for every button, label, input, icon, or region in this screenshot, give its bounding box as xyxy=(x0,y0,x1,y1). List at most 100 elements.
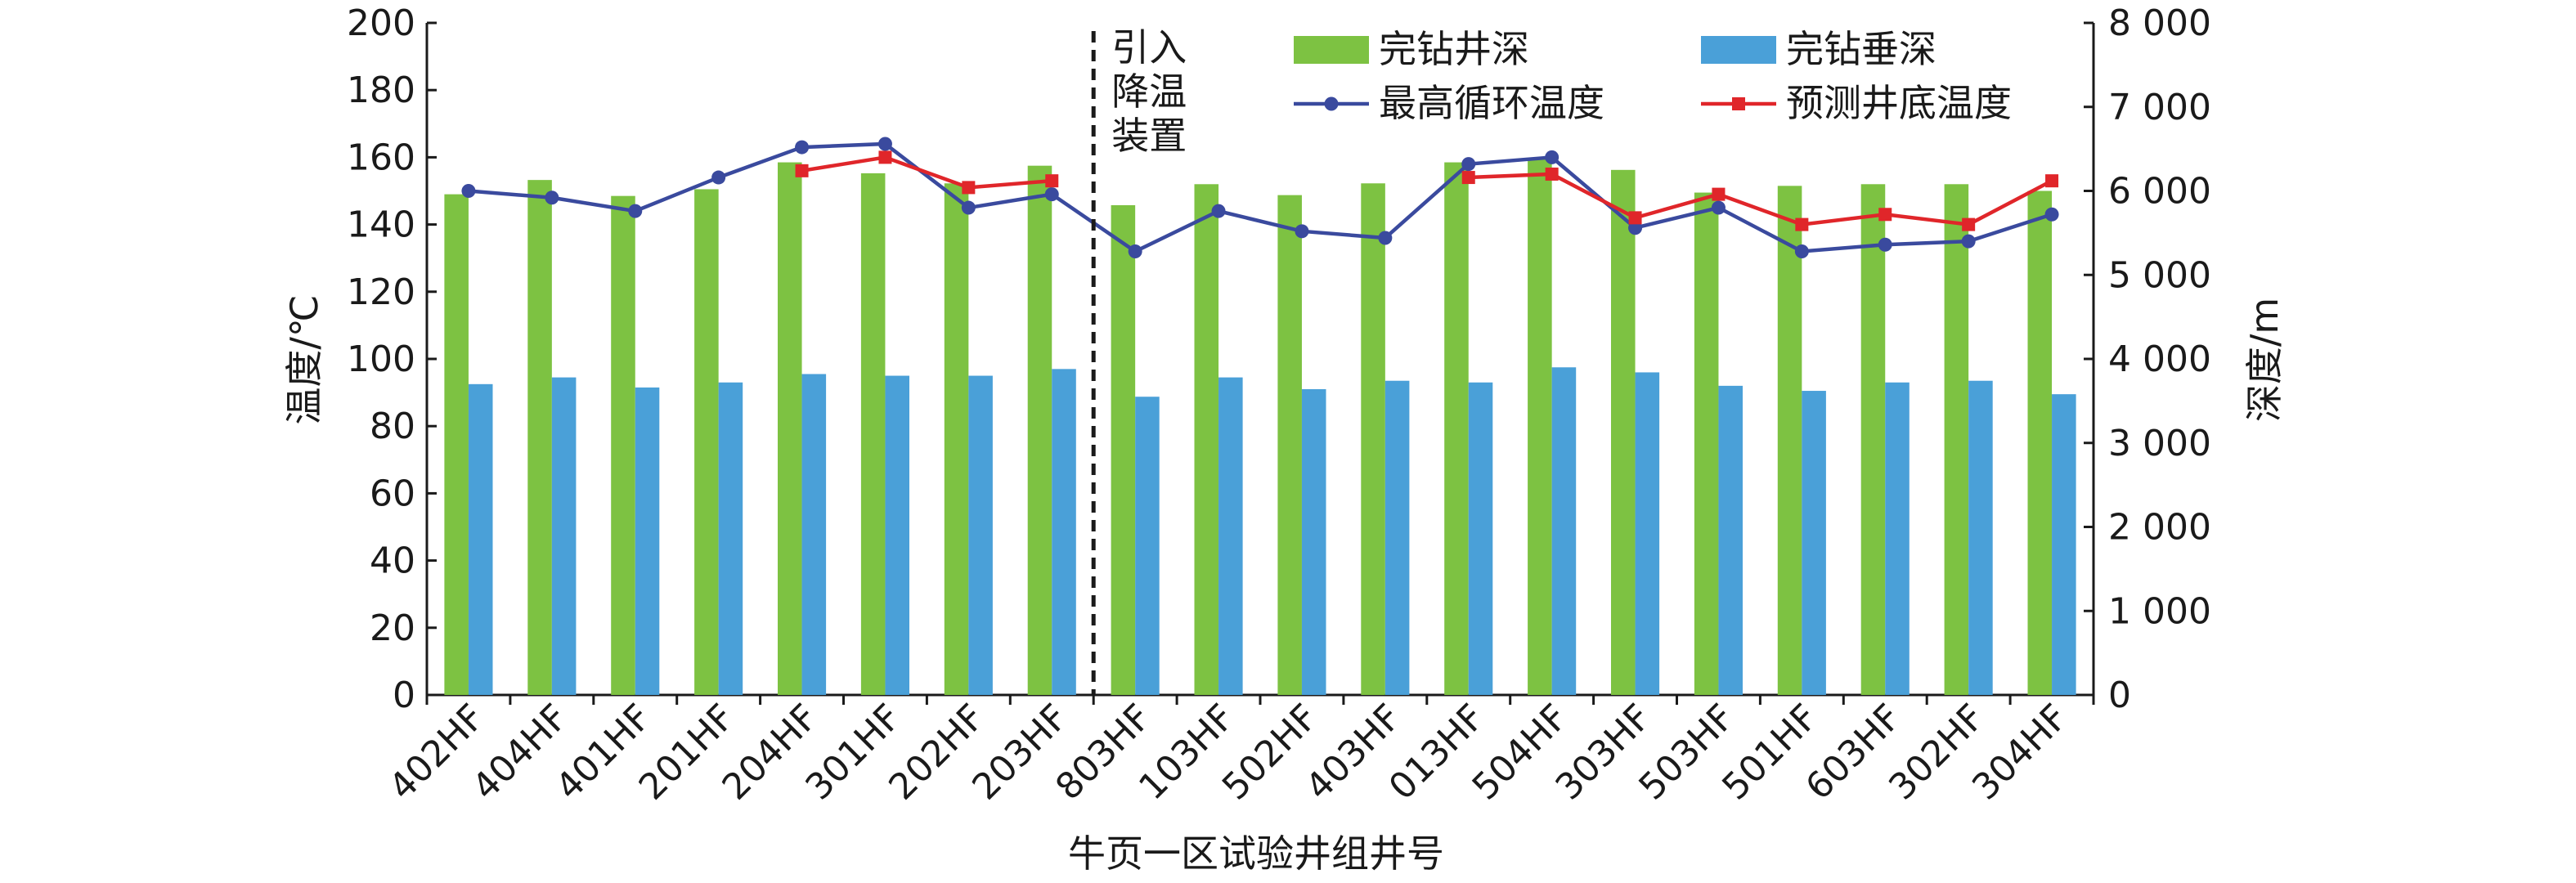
legend-label: 完钻井深 xyxy=(1379,27,1529,71)
y-left-tick-label: 40 xyxy=(370,540,415,582)
bar xyxy=(2027,190,2053,695)
line-point xyxy=(711,170,726,185)
line-point xyxy=(1712,187,1726,201)
line-point xyxy=(1961,234,1976,249)
line-point xyxy=(1628,211,1642,225)
line-point xyxy=(1044,187,1059,202)
y-left-tick-label: 200 xyxy=(347,2,415,44)
bar xyxy=(1218,377,1243,695)
legend-marker xyxy=(1324,96,1339,111)
line-point xyxy=(628,204,643,218)
bar xyxy=(1384,380,1410,695)
legend-label: 完钻垂深 xyxy=(1786,27,1936,71)
y-axis-right-title: 深度/m xyxy=(2242,298,2287,422)
bar xyxy=(1468,382,1493,695)
y-right-tick-label: 1 000 xyxy=(2108,590,2211,632)
line-point xyxy=(1545,150,1560,164)
line-point xyxy=(2045,174,2059,188)
line-point xyxy=(1378,231,1393,245)
line-point xyxy=(962,181,976,195)
bar xyxy=(1944,184,1969,695)
line-point xyxy=(877,137,892,151)
legend-swatch xyxy=(1701,36,1776,64)
line-point xyxy=(545,190,559,205)
bar xyxy=(468,383,493,695)
y-left-tick-label: 100 xyxy=(347,338,415,380)
bar xyxy=(1052,369,1076,695)
y-right-tick-label: 3 000 xyxy=(2108,423,2211,464)
bar xyxy=(1027,165,1052,696)
bar xyxy=(777,162,802,695)
bar xyxy=(1777,186,1802,695)
line-point xyxy=(1461,171,1475,185)
line-point xyxy=(1962,217,1976,231)
bar xyxy=(1277,195,1302,695)
line-point xyxy=(1545,167,1559,181)
y-left-tick-label: 80 xyxy=(370,406,415,447)
bar xyxy=(1528,158,1552,696)
bar xyxy=(694,189,719,695)
y-right-tick-label: 2 000 xyxy=(2108,507,2211,549)
line-point xyxy=(795,164,809,177)
y-right-tick-label: 0 xyxy=(2108,675,2131,716)
lines xyxy=(461,137,2059,258)
bar xyxy=(1635,372,1660,695)
bar xyxy=(1802,391,1826,695)
bar xyxy=(1111,204,1136,695)
line-point xyxy=(1878,208,1892,222)
series-line xyxy=(801,155,1052,190)
line-point xyxy=(1794,244,1809,258)
bar xyxy=(944,183,969,695)
line-point xyxy=(1045,174,1059,188)
bar xyxy=(1135,397,1160,695)
legend-label: 最高循环温度 xyxy=(1379,81,1604,125)
line-point xyxy=(1461,157,1476,172)
y-left-tick-label: 180 xyxy=(347,69,415,111)
y-left-tick-label: 160 xyxy=(347,137,415,178)
y-left-tick-label: 140 xyxy=(347,204,415,246)
x-tick-label: 304HF xyxy=(1964,697,2076,809)
bar xyxy=(1860,184,1886,695)
bar xyxy=(968,375,993,695)
x-axis-title: 牛页一区试验井组井号 xyxy=(1068,831,1444,876)
bar xyxy=(801,374,827,695)
bar xyxy=(1885,382,1910,695)
line-point xyxy=(1295,224,1309,239)
bar xyxy=(635,387,660,695)
bar xyxy=(611,195,635,696)
y-left-tick-label: 120 xyxy=(347,271,415,313)
y-right-tick-label: 6 000 xyxy=(2108,171,2211,213)
y-left-tick-label: 20 xyxy=(370,607,415,649)
bar xyxy=(1194,184,1219,695)
line-point xyxy=(1711,200,1726,215)
line-point xyxy=(961,200,976,215)
y-axis-left-title: 温度/℃ xyxy=(282,294,326,424)
line-point xyxy=(878,150,892,164)
bar xyxy=(527,180,552,695)
line-point xyxy=(1878,237,1892,252)
bar xyxy=(1968,380,1993,695)
bar xyxy=(1694,192,1719,695)
bar xyxy=(1610,169,1636,695)
bar xyxy=(551,377,577,695)
y-right-tick-label: 5 000 xyxy=(2108,254,2211,296)
line-point xyxy=(1628,221,1643,235)
line-point xyxy=(1128,244,1142,258)
bar xyxy=(1718,385,1744,695)
bar xyxy=(860,173,886,696)
y-right-tick-label: 8 000 xyxy=(2108,2,2211,44)
bars xyxy=(444,158,2076,696)
annotation-text: 装置 xyxy=(1111,114,1187,158)
bar xyxy=(885,375,910,695)
line-point xyxy=(2044,207,2059,222)
bar xyxy=(1301,388,1326,695)
y-right-tick-label: 4 000 xyxy=(2108,338,2211,380)
bar xyxy=(2052,394,2076,695)
line-point xyxy=(461,184,476,198)
bar xyxy=(444,194,469,696)
legend-marker xyxy=(1732,97,1745,110)
y-right-tick-label: 7 000 xyxy=(2108,87,2211,128)
